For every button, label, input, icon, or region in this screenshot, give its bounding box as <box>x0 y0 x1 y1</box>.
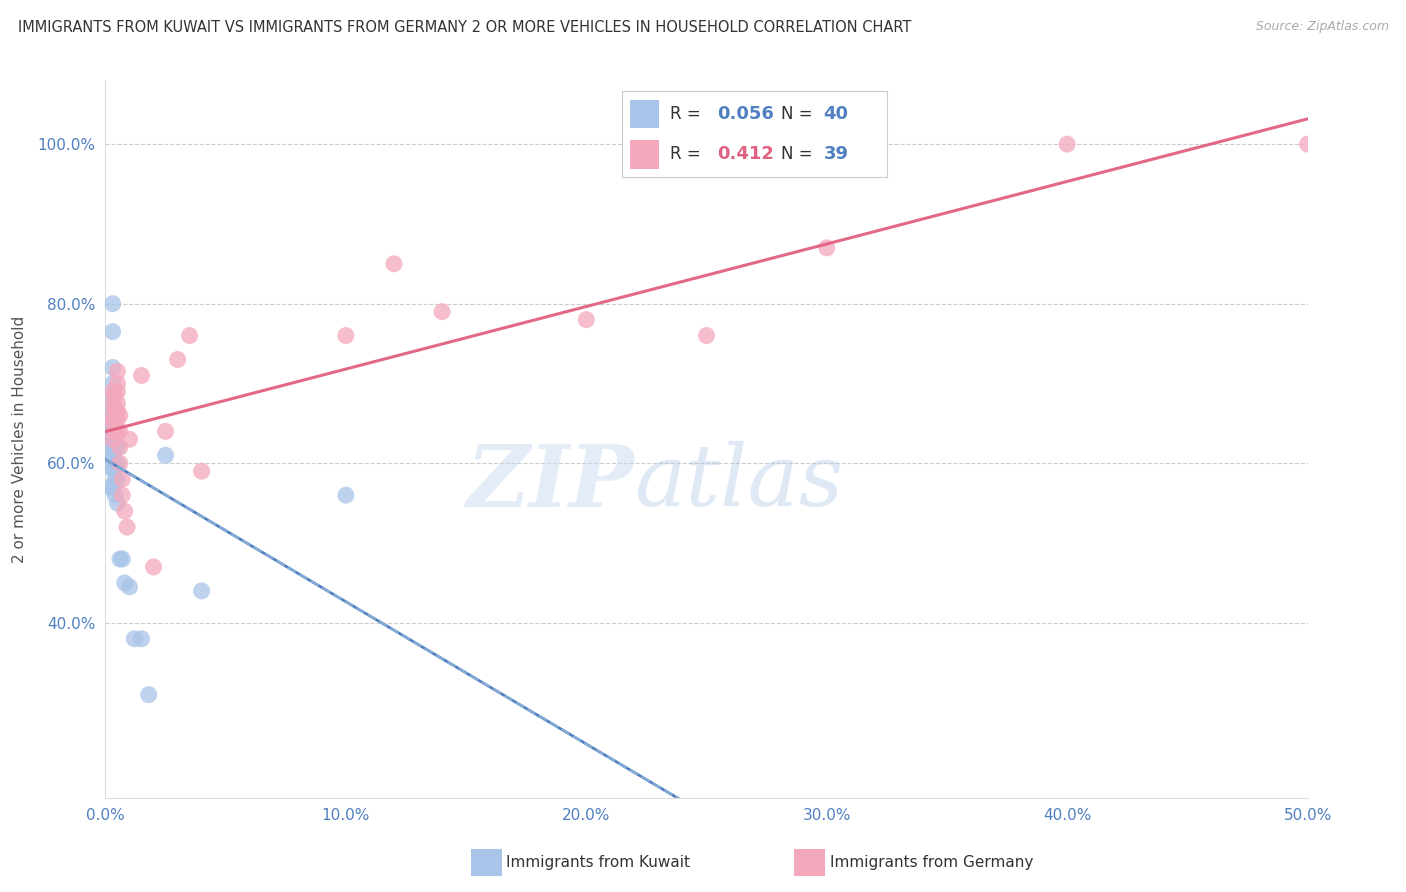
Text: 0.056: 0.056 <box>717 105 775 123</box>
Point <box>104 401 127 415</box>
Y-axis label: 2 or more Vehicles in Household: 2 or more Vehicles in Household <box>11 316 27 563</box>
Point <box>107 496 129 510</box>
Point <box>101 409 124 423</box>
Point <box>104 409 127 423</box>
Text: R =: R = <box>671 105 706 123</box>
Point <box>108 425 131 439</box>
Point <box>107 364 129 378</box>
Point <box>101 296 124 310</box>
Point <box>104 412 127 426</box>
Text: 40: 40 <box>824 105 848 123</box>
Point <box>101 404 124 418</box>
Point <box>104 388 127 402</box>
Point <box>142 560 165 574</box>
Point <box>107 396 129 410</box>
Point <box>101 384 124 399</box>
Point <box>107 472 129 486</box>
Point <box>382 257 405 271</box>
Point <box>98 480 121 494</box>
Point <box>108 440 131 454</box>
Point <box>1296 137 1319 152</box>
FancyBboxPatch shape <box>630 100 659 128</box>
Point <box>104 425 127 439</box>
Point <box>107 425 129 439</box>
Point <box>815 241 838 255</box>
Text: 39: 39 <box>824 145 848 163</box>
Point <box>104 440 127 454</box>
Point <box>104 472 127 486</box>
Point <box>97 432 120 446</box>
Point <box>335 328 357 343</box>
Point <box>190 464 212 478</box>
Point <box>430 304 453 318</box>
Point <box>101 376 124 391</box>
Point <box>111 552 134 566</box>
Point <box>115 520 138 534</box>
Point <box>131 632 153 646</box>
Text: N =: N = <box>782 105 818 123</box>
Point <box>124 632 146 646</box>
Point <box>166 352 188 367</box>
Point <box>101 360 124 375</box>
Point <box>101 388 124 402</box>
Text: Immigrants from Kuwait: Immigrants from Kuwait <box>506 855 690 870</box>
Point <box>107 384 129 399</box>
Point <box>101 448 124 462</box>
Point <box>98 448 121 462</box>
Point <box>179 328 201 343</box>
Point <box>131 368 153 383</box>
Text: ZIP: ZIP <box>467 441 634 524</box>
Point <box>1056 137 1078 152</box>
Point <box>108 409 131 423</box>
Point <box>101 480 124 494</box>
Point <box>138 688 160 702</box>
Point <box>107 412 129 426</box>
Text: IMMIGRANTS FROM KUWAIT VS IMMIGRANTS FROM GERMANY 2 OR MORE VEHICLES IN HOUSEHOL: IMMIGRANTS FROM KUWAIT VS IMMIGRANTS FRO… <box>18 20 911 35</box>
Point <box>696 328 718 343</box>
Point <box>575 312 598 326</box>
Text: Immigrants from Germany: Immigrants from Germany <box>830 855 1033 870</box>
Point <box>155 425 177 439</box>
Text: atlas: atlas <box>634 441 844 524</box>
Point <box>101 436 124 450</box>
Point <box>98 425 121 439</box>
Point <box>155 448 177 462</box>
Point <box>190 583 212 598</box>
Text: Source: ZipAtlas.com: Source: ZipAtlas.com <box>1256 20 1389 33</box>
Point <box>101 401 124 415</box>
Point <box>101 460 124 475</box>
Point <box>114 576 136 591</box>
Point <box>118 580 141 594</box>
Point <box>335 488 357 502</box>
Point <box>114 504 136 518</box>
Point <box>101 409 124 423</box>
Point <box>97 460 120 475</box>
Point <box>107 404 129 418</box>
Text: R =: R = <box>671 145 706 163</box>
Point <box>107 425 129 439</box>
Point <box>111 488 134 502</box>
Point <box>107 456 129 470</box>
Text: N =: N = <box>782 145 818 163</box>
Point <box>101 417 124 431</box>
Point <box>107 440 129 454</box>
Point <box>104 456 127 470</box>
Point <box>101 432 124 446</box>
Point <box>101 425 124 439</box>
Point <box>108 552 131 566</box>
Point <box>107 376 129 391</box>
Point <box>101 417 124 431</box>
Text: 0.412: 0.412 <box>717 145 775 163</box>
Point <box>101 396 124 410</box>
Point <box>104 488 127 502</box>
Point <box>111 472 134 486</box>
Point <box>104 425 127 439</box>
Point <box>101 325 124 339</box>
Point <box>118 432 141 446</box>
FancyBboxPatch shape <box>630 140 659 169</box>
Point <box>108 456 131 470</box>
